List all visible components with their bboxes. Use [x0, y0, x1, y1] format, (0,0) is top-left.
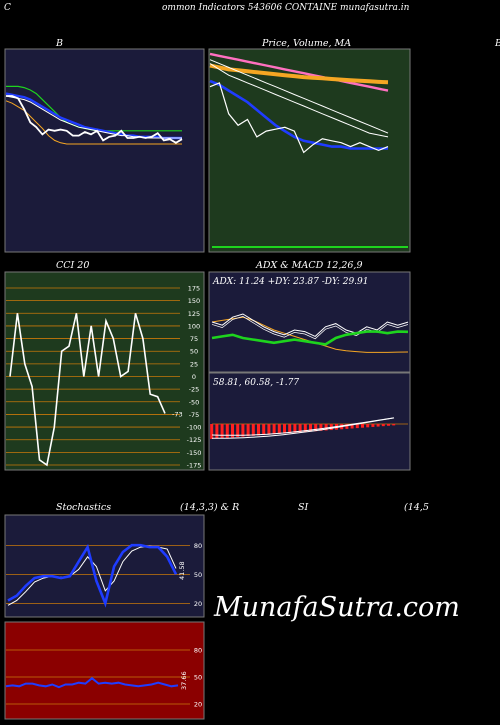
macd-histogram-bar [381, 424, 385, 427]
adx-values-label: ADX: 11.24 +DY: 23.87 -DY: 29.91 [212, 277, 369, 287]
macd-histogram-bar [262, 424, 266, 436]
stoch-tick-label: 80 [194, 542, 202, 550]
macd-panel [208, 372, 411, 471]
price-lines [209, 52, 408, 248]
bollinger-series-line [5, 95, 182, 139]
macd-histogram-bar [251, 424, 255, 436]
adx-macd-title: ADX & MACD 12,26,9 [255, 260, 363, 271]
cci-last-value: -73 [172, 410, 183, 418]
cci-panel [4, 271, 205, 471]
price-series-line [209, 59, 389, 134]
macd-histogram-bar [355, 424, 359, 429]
macd-histogram-bar [257, 424, 260, 436]
macd-histogram-bar [293, 424, 297, 433]
macd-values-label: 58.81, 60.58, -1.77 [213, 378, 299, 388]
stochastics-title: Stochastics [56, 502, 111, 513]
bollinger-lines [5, 85, 183, 145]
rsi-tick-label: 80 [194, 647, 202, 655]
rsi-line [5, 676, 179, 689]
macd-chart [210, 417, 408, 439]
macd-histogram-bar [319, 424, 323, 431]
rsi-tick-label: 20 [194, 701, 202, 709]
cci-tick-label: -150 [187, 449, 202, 457]
cci-tick-label: 0 [192, 373, 196, 381]
macd-histogram-bar [376, 424, 380, 427]
price-series-line [209, 52, 389, 92]
plus-di-line [211, 330, 409, 346]
price-series-line [209, 79, 388, 150]
price-series-line [209, 63, 389, 85]
header-left-letter: C [4, 3, 11, 13]
macd-histogram-bar [288, 424, 292, 434]
macd-histogram-bar [231, 424, 234, 438]
cci-tick-label: -50 [189, 398, 200, 406]
bollinger-series-line [6, 95, 183, 144]
macd-histogram-bar [309, 424, 312, 432]
cci-line [9, 313, 166, 467]
cci-tick-label: 50 [190, 348, 198, 356]
macd-histogram-bar [215, 424, 219, 439]
rsi-title: SI [298, 502, 309, 513]
macd-histogram-bar [236, 424, 240, 438]
macd-histogram-bar [350, 424, 354, 429]
cci-tick-label: 100 [188, 322, 200, 330]
price-title: Price, Volume, MA [261, 38, 351, 49]
cci-tick-label: -100 [187, 424, 202, 432]
price-series-line [209, 63, 389, 138]
cci-tick-label: 175 [188, 285, 200, 293]
macd-histogram-bar [298, 424, 302, 433]
cci-tick-label: -175 [187, 462, 202, 470]
page-title: ommon Indicators 543606 CONTAINE munafas… [162, 3, 410, 13]
rsi-chart: 80 50 20 37.66 [5, 647, 202, 709]
macd-histogram-bar [277, 424, 281, 434]
cci-tick-label: 75 [190, 335, 198, 343]
macd-histogram-bar [241, 424, 245, 437]
stochastics-chart: 80 50 20 41.58 [6, 542, 202, 608]
macd-histogram-bar [314, 424, 318, 432]
cci-chart: 175 150 125 100 75 50 25 0 -25 -50 -75 -100 -125 -150… [6, 285, 201, 470]
macd-histogram-bar [303, 424, 307, 432]
cci-tick-label: -75 [189, 411, 200, 419]
macd-histogram-bar [387, 424, 390, 426]
watermark: MunafaSutra.com [213, 592, 460, 623]
adx-panel [208, 271, 411, 373]
macd-histogram-bar [272, 424, 276, 435]
stoch-k-line [7, 543, 178, 608]
macd-histogram-bar [345, 424, 349, 429]
stoch-tick-label: 20 [194, 600, 202, 608]
stochastics-params: (14,3,3) & R [180, 502, 239, 513]
macd-signal-line [212, 417, 395, 439]
cci-tick-label: 125 [188, 310, 200, 318]
rsi-tick-label: 50 [194, 674, 202, 682]
price-series-line [209, 82, 389, 154]
macd-histogram-bar [361, 424, 364, 428]
macd-histogram-bar [225, 424, 229, 438]
stoch-tick-label: 50 [194, 571, 202, 579]
bollinger-title: B [55, 38, 63, 49]
minus-di-line [211, 313, 409, 337]
stoch-last-value: 41.58 [178, 561, 186, 580]
cci-tick-label: 25 [190, 360, 198, 368]
bollinger-panel [4, 48, 205, 253]
macd-histogram-bar [324, 424, 328, 431]
macd-histogram-bar [267, 424, 271, 435]
macd-histogram-bar [210, 424, 214, 439]
macd-histogram-bar [366, 424, 370, 428]
rsi-last-value: 37.66 [180, 671, 188, 690]
cci-tick-label: -25 [189, 386, 200, 394]
right-edge-letter: B [494, 38, 500, 49]
cci-tick-label: -125 [187, 436, 202, 444]
macd-histogram-bar [246, 424, 250, 437]
macd-histogram-bar [371, 424, 375, 427]
bollinger-series-line [5, 100, 182, 145]
adx-chart [211, 313, 409, 353]
rsi-panel [4, 621, 205, 720]
macd-histogram-bar [392, 424, 396, 426]
macd-histogram-bar [283, 424, 286, 434]
cci-title: CCI 20 [56, 260, 89, 271]
macd-histogram-bar [220, 424, 224, 439]
rsi-params: (14,5 [404, 502, 429, 513]
cci-tick-label: 150 [188, 297, 200, 305]
